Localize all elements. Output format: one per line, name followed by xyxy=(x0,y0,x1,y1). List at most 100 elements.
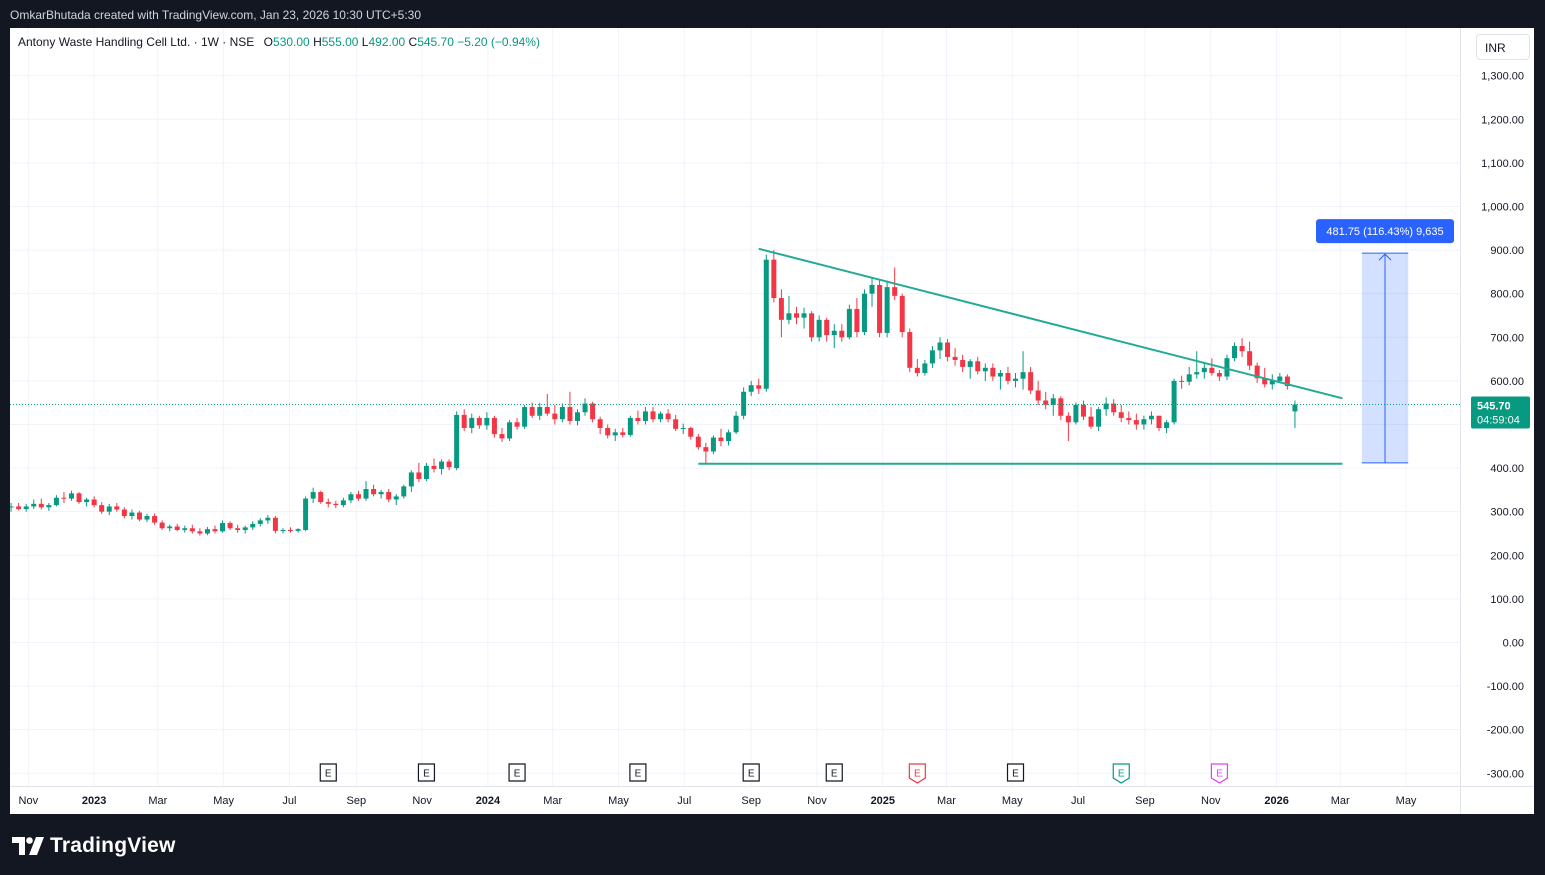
candle-body[interactable] xyxy=(371,489,377,495)
candle-body[interactable] xyxy=(136,512,142,520)
candle-body[interactable] xyxy=(23,506,29,510)
candle-body[interactable] xyxy=(469,417,475,428)
candle-body[interactable] xyxy=(861,293,867,333)
candle-body[interactable] xyxy=(529,407,535,416)
candle-body[interactable] xyxy=(53,497,59,506)
candle-body[interactable] xyxy=(567,407,573,421)
candle-body[interactable] xyxy=(552,413,558,420)
candle-body[interactable] xyxy=(454,414,460,469)
candle-body[interactable] xyxy=(824,319,830,336)
candle-body[interactable] xyxy=(167,526,173,529)
candle-body[interactable] xyxy=(1028,372,1034,391)
candle-body[interactable] xyxy=(333,503,339,506)
candle-body[interactable] xyxy=(325,502,331,504)
candle-body[interactable] xyxy=(612,432,618,436)
candle-body[interactable] xyxy=(544,407,550,414)
chart-panel[interactable]: 481.75 (116.43%) 9,635 1,300.00 1,200.00 1,… xyxy=(10,28,1534,814)
candle-body[interactable] xyxy=(877,284,883,333)
candle-body[interactable] xyxy=(38,503,44,508)
candle-body[interactable] xyxy=(1065,415,1071,423)
earnings-icon[interactable]: E xyxy=(417,763,436,782)
earnings-icon[interactable]: E xyxy=(825,763,843,782)
candle-body[interactable] xyxy=(182,528,188,530)
candle-body[interactable] xyxy=(159,522,165,529)
earnings-icon[interactable]: E xyxy=(908,763,926,784)
candle-body[interactable] xyxy=(695,436,701,448)
candle-body[interactable] xyxy=(106,506,112,512)
candle-body[interactable] xyxy=(91,499,97,506)
candle-body[interactable] xyxy=(1013,378,1019,381)
candle-body[interactable] xyxy=(46,505,52,508)
candle-body[interactable] xyxy=(1050,398,1056,405)
candle-body[interactable] xyxy=(318,492,324,503)
candle-body[interactable] xyxy=(401,486,407,497)
candle-body[interactable] xyxy=(1277,376,1283,381)
candle-body[interactable] xyxy=(846,308,852,338)
candle-body[interactable] xyxy=(439,461,445,469)
candle-body[interactable] xyxy=(1118,412,1124,418)
candle-body[interactable] xyxy=(997,373,1003,377)
candle-body[interactable] xyxy=(68,493,74,499)
candle-body[interactable] xyxy=(1186,374,1192,382)
candle-body[interactable] xyxy=(574,412,580,421)
candle-body[interactable] xyxy=(1035,390,1041,401)
candle-body[interactable] xyxy=(982,367,988,372)
candle-body[interactable] xyxy=(892,287,898,296)
candle-body[interactable] xyxy=(650,411,656,420)
candle-body[interactable] xyxy=(1284,376,1290,387)
candle-body[interactable] xyxy=(1096,409,1102,427)
candle-body[interactable] xyxy=(16,506,22,510)
candle-body[interactable] xyxy=(990,367,996,377)
candle-body[interactable] xyxy=(771,259,777,299)
last-price-marker[interactable] xyxy=(1471,396,1530,429)
candle-body[interactable] xyxy=(235,528,241,530)
candle-body[interactable] xyxy=(658,413,664,420)
candle-body[interactable] xyxy=(1201,367,1207,373)
candle-body[interactable] xyxy=(242,527,248,530)
candle-body[interactable] xyxy=(303,498,309,530)
candle-body[interactable] xyxy=(809,313,815,338)
candle-body[interactable] xyxy=(1020,372,1026,379)
candle-body[interactable] xyxy=(642,411,648,421)
candle-body[interactable] xyxy=(831,330,837,336)
candle-body[interactable] xyxy=(605,427,611,436)
candle-body[interactable] xyxy=(559,407,565,420)
candle-body[interactable] xyxy=(786,313,792,320)
candle-body[interactable] xyxy=(212,529,218,532)
candle-body[interactable] xyxy=(1239,346,1245,352)
candle-body[interactable] xyxy=(250,523,256,528)
candle-body[interactable] xyxy=(280,529,286,531)
descending-trendline[interactable] xyxy=(758,247,1343,400)
candle-body[interactable] xyxy=(340,500,346,506)
candle-body[interactable] xyxy=(869,284,875,294)
candle-body[interactable] xyxy=(1148,415,1154,420)
candle-body[interactable] xyxy=(522,407,528,427)
candle-body[interactable] xyxy=(174,526,180,530)
symbol-name[interactable]: Antony Waste Handling Cell Ltd. · 1W · N… xyxy=(18,35,255,49)
earnings-icon[interactable]: E xyxy=(742,763,760,782)
candle-body[interactable] xyxy=(31,503,37,507)
candle-body[interactable] xyxy=(899,295,905,333)
candle-body[interactable] xyxy=(1073,404,1079,423)
candle-body[interactable] xyxy=(446,461,452,468)
candle-body[interactable] xyxy=(1133,420,1139,425)
candle-body[interactable] xyxy=(386,492,392,500)
candle-body[interactable] xyxy=(348,494,354,501)
candle-body[interactable] xyxy=(393,496,399,500)
candle-body[interactable] xyxy=(408,472,414,487)
candle-body[interactable] xyxy=(778,298,784,320)
candle-body[interactable] xyxy=(537,407,543,416)
candle-body[interactable] xyxy=(114,506,120,510)
candle-body[interactable] xyxy=(952,356,958,360)
candle-body[interactable] xyxy=(1058,398,1064,416)
candle-body[interactable] xyxy=(514,422,520,427)
candle-body[interactable] xyxy=(484,417,490,426)
candle-body[interactable] xyxy=(76,493,82,503)
candle-body[interactable] xyxy=(1269,380,1275,385)
candle-body[interactable] xyxy=(204,529,210,534)
candle-body[interactable] xyxy=(620,432,626,435)
candle-body[interactable] xyxy=(1247,351,1253,366)
candle-body[interactable] xyxy=(703,447,709,452)
candle-body[interactable] xyxy=(929,350,935,364)
candle-body[interactable] xyxy=(1005,373,1011,381)
